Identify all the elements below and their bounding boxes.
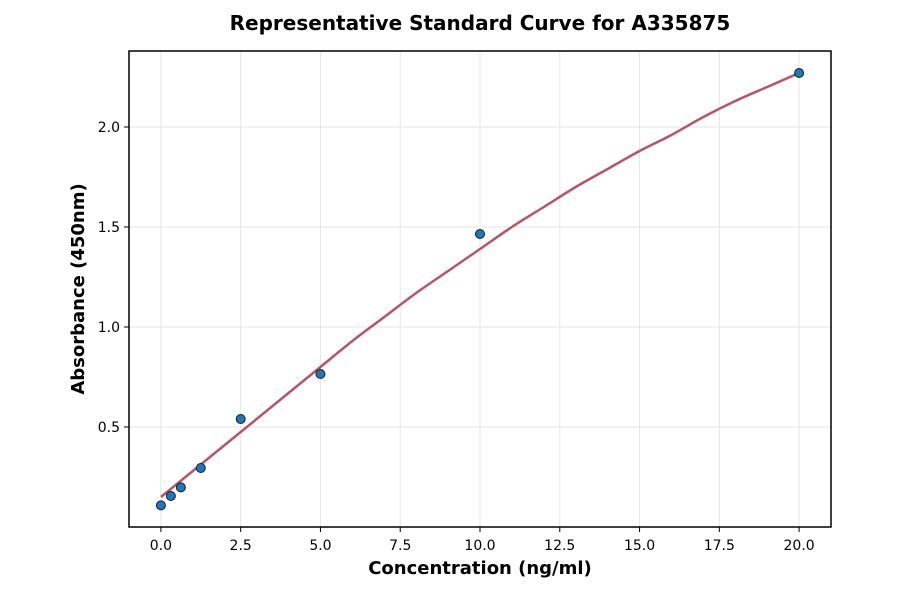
x-tick-label: 5.0 bbox=[309, 538, 331, 554]
x-tick-label: 10.0 bbox=[464, 538, 495, 554]
data-point bbox=[315, 369, 326, 379]
x-tick-label: 0.0 bbox=[150, 538, 172, 554]
y-axis-label: Absorbance (450nm) bbox=[68, 183, 89, 394]
x-axis-ticks: 0.0 2.5 5.0 7.5 10.0 12.5 15.0 17.5 20.0 bbox=[150, 527, 815, 554]
data-point bbox=[175, 482, 186, 493]
x-tick-label: 15.0 bbox=[624, 538, 655, 554]
data-point bbox=[195, 463, 206, 473]
x-tick-label: 2.5 bbox=[230, 538, 252, 554]
x-tick-label: 20.0 bbox=[784, 538, 815, 554]
fit-line-layer bbox=[160, 71, 800, 498]
x-tick-label: 12.5 bbox=[544, 538, 575, 554]
chart-title: Representative Standard Curve for A33587… bbox=[230, 11, 731, 35]
x-tick-label: 7.5 bbox=[389, 538, 411, 554]
x-tick-label: 17.5 bbox=[704, 538, 735, 554]
data-point bbox=[155, 500, 166, 511]
grid-lines bbox=[129, 51, 831, 527]
y-tick-label: 1.5 bbox=[98, 220, 120, 236]
data-point bbox=[235, 414, 246, 424]
x-axis-label: Concentration (ng/ml) bbox=[368, 558, 592, 579]
data-point bbox=[794, 68, 805, 78]
data-points bbox=[155, 68, 805, 511]
data-point bbox=[475, 229, 485, 239]
y-tick-label: 1.0 bbox=[98, 320, 120, 336]
fit-curve-line bbox=[160, 71, 800, 498]
y-axis-ticks: 0.5 1.0 1.5 2.0 bbox=[98, 120, 129, 436]
data-point bbox=[165, 491, 176, 501]
y-tick-label: 0.5 bbox=[98, 420, 120, 436]
y-tick-label: 2.0 bbox=[98, 120, 120, 136]
